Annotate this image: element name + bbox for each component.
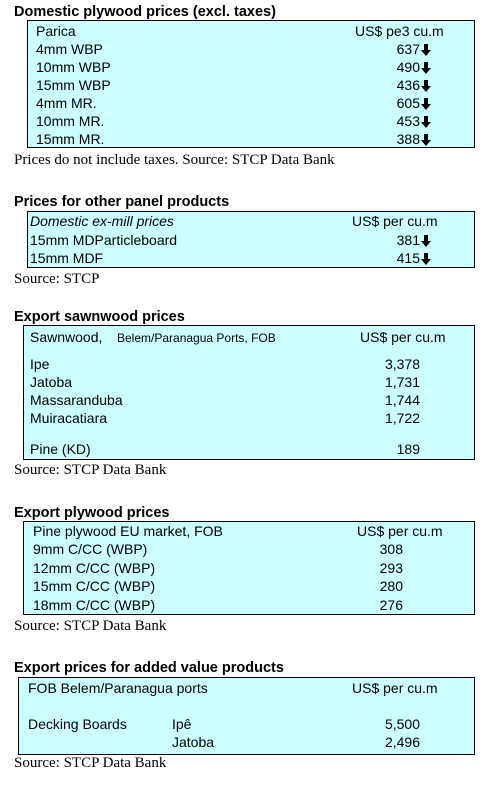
price: 3,378	[384, 356, 420, 372]
price: 1,744	[384, 392, 420, 408]
row-label: 10mm MR.	[36, 113, 105, 129]
row-label: 15mm MDParticleboard	[30, 232, 178, 248]
row-label: Ipê	[172, 716, 192, 732]
section-title: Export sawnwood prices	[14, 309, 185, 325]
table-box	[23, 521, 475, 615]
header-cell: Domestic ex-mill prices	[30, 213, 174, 229]
price: 490	[396, 59, 420, 75]
price: 1,722	[384, 410, 420, 426]
header-cell: FOB Belem/Paranagua ports	[28, 680, 208, 696]
arrow-icon	[421, 98, 431, 110]
row-label: 15mm WBP	[36, 77, 111, 93]
row-label: Pine (KD)	[30, 441, 91, 457]
arrow-icon	[421, 134, 431, 146]
table-box	[27, 211, 475, 268]
row-label: 15mm MR.	[36, 131, 105, 147]
section-title: Domestic plywood prices (excl. taxes)	[14, 4, 276, 20]
source-note: Source: STCP Data Bank	[14, 462, 167, 478]
header-cell: US$ per cu.m	[352, 213, 438, 229]
header-cell: Sawnwood,	[30, 329, 103, 345]
section-title: Export plywood prices	[14, 505, 170, 521]
section-title: Prices for other panel products	[14, 194, 230, 210]
price: 415	[396, 250, 420, 266]
row-label: 4mm MR.	[36, 95, 97, 111]
header-cell: US$ per cu.m	[352, 680, 438, 696]
price: 276	[379, 597, 403, 613]
table-box	[23, 325, 475, 460]
price: 637	[396, 41, 420, 57]
row-label: 10mm WBP	[36, 59, 111, 75]
source-note: Source: STCP	[14, 271, 100, 287]
arrow-icon	[421, 62, 431, 74]
row-label: 15mm MDF	[30, 250, 104, 266]
down-arrow	[421, 115, 431, 128]
down-arrow	[421, 79, 431, 92]
price: 605	[396, 95, 420, 111]
header-cell: US$ per cu.m	[357, 523, 443, 539]
down-arrow	[421, 43, 431, 56]
source-note: Prices do not include taxes. Source: STC…	[14, 152, 335, 168]
header-cell: Pine plywood EU market, FOB	[33, 523, 223, 539]
price: 5,500	[384, 716, 420, 732]
price: 453	[396, 113, 420, 129]
down-arrow	[421, 61, 431, 74]
down-arrow	[421, 133, 431, 146]
arrow-icon	[421, 80, 431, 92]
arrow-icon	[421, 44, 431, 56]
row-label: 18mm C/CC (WBP)	[33, 597, 156, 613]
row-label: 12mm C/CC (WBP)	[33, 560, 156, 576]
header-cell: US$ per cu.m	[360, 329, 446, 345]
row-label: Muiracatiara	[30, 410, 108, 426]
arrow-icon	[421, 253, 431, 265]
row-label: 9mm C/CC (WBP)	[33, 541, 148, 557]
source-note: Source: STCP Data Bank	[14, 755, 167, 771]
down-arrow	[421, 234, 431, 247]
price: 1,731	[384, 374, 420, 390]
arrow-icon	[421, 235, 431, 247]
price: 2,496	[384, 734, 420, 750]
price: 381	[396, 232, 420, 248]
row-label: 4mm WBP	[36, 41, 103, 57]
row-label: Massaranduba	[30, 392, 123, 408]
header-cell: US$ pe3 cu.m	[355, 23, 444, 39]
table-box	[18, 677, 475, 755]
price: 189	[396, 441, 420, 457]
price: 388	[396, 131, 420, 147]
price: 280	[379, 578, 403, 594]
table-box	[27, 20, 475, 148]
source-note: Source: STCP Data Bank	[14, 618, 167, 634]
price: 293	[379, 560, 403, 576]
row-label: 15mm C/CC (WBP)	[33, 578, 156, 594]
header-cell: Belem/Paranagua Ports, FOB	[117, 331, 276, 345]
price: 308	[379, 541, 403, 557]
header-cell: Parica	[36, 23, 76, 39]
row-label: Jatoba	[30, 374, 73, 390]
row-label: Ipe	[30, 356, 50, 372]
price: 436	[396, 77, 420, 93]
down-arrow	[421, 97, 431, 110]
down-arrow	[421, 252, 431, 265]
arrow-icon	[421, 116, 431, 128]
row-label: Decking Boards	[28, 716, 127, 732]
section-title: Export prices for added value products	[14, 660, 284, 676]
row-label: Jatoba	[172, 734, 215, 750]
